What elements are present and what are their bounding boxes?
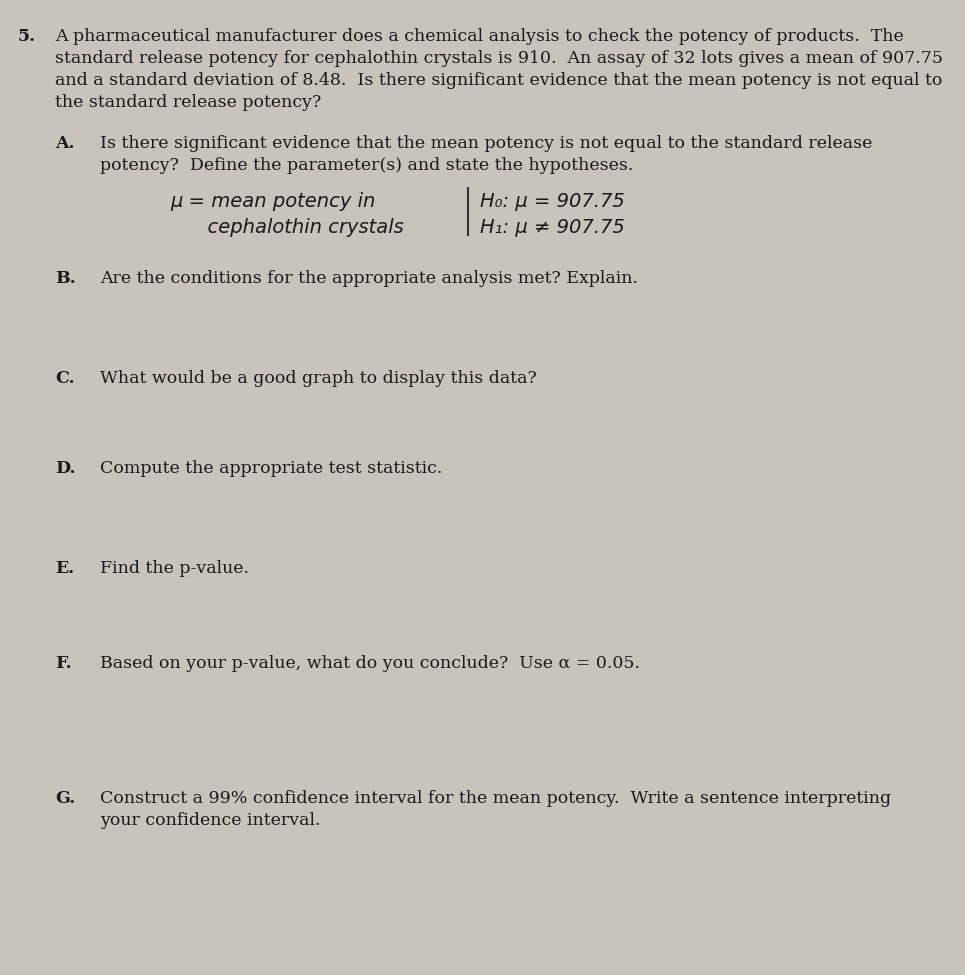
Text: standard release potency for cephalothin crystals is 910.  An assay of 32 lots g: standard release potency for cephalothin… (55, 50, 943, 67)
Text: the standard release potency?: the standard release potency? (55, 94, 321, 111)
Text: H₁: μ ≠ 907.75: H₁: μ ≠ 907.75 (480, 218, 624, 237)
Text: D.: D. (55, 460, 75, 477)
Text: Compute the appropriate test statistic.: Compute the appropriate test statistic. (100, 460, 442, 477)
Text: Construct a 99% confidence interval for the mean potency.  Write a sentence inte: Construct a 99% confidence interval for … (100, 790, 891, 807)
Text: C.: C. (55, 370, 74, 387)
Text: Find the p-value.: Find the p-value. (100, 560, 249, 577)
Text: Based on your p-value, what do you conclude?  Use α = 0.05.: Based on your p-value, what do you concl… (100, 655, 640, 672)
Text: Are the conditions for the appropriate analysis met? Explain.: Are the conditions for the appropriate a… (100, 270, 638, 287)
Text: and a standard deviation of 8.48.  Is there significant evidence that the mean p: and a standard deviation of 8.48. Is the… (55, 72, 943, 89)
Text: potency?  Define the parameter(s) and state the hypotheses.: potency? Define the parameter(s) and sta… (100, 157, 633, 174)
Text: A pharmaceutical manufacturer does a chemical analysis to check the potency of p: A pharmaceutical manufacturer does a che… (55, 28, 904, 45)
Text: B.: B. (55, 270, 75, 287)
Text: H₀: μ = 907.75: H₀: μ = 907.75 (480, 192, 624, 211)
Text: E.: E. (55, 560, 74, 577)
Text: G.: G. (55, 790, 75, 807)
Text: cephalothin crystals: cephalothin crystals (170, 218, 403, 237)
Text: μ = mean potency in: μ = mean potency in (170, 192, 375, 211)
Text: F.: F. (55, 655, 71, 672)
Text: A.: A. (55, 135, 74, 152)
Text: 5.: 5. (18, 28, 36, 45)
Text: What would be a good graph to display this data?: What would be a good graph to display th… (100, 370, 537, 387)
Text: your confidence interval.: your confidence interval. (100, 812, 320, 829)
Text: Is there significant evidence that the mean potency is not equal to the standard: Is there significant evidence that the m… (100, 135, 872, 152)
